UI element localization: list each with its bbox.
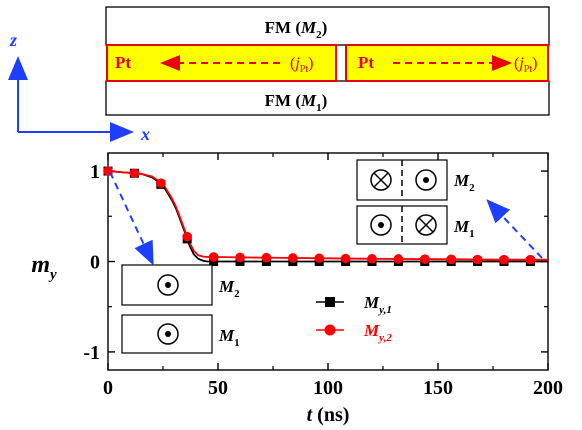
data-point-circle xyxy=(499,254,509,265)
series-markers xyxy=(103,166,536,266)
series-line-1 xyxy=(107,170,548,263)
y-tick-label: 1 xyxy=(90,161,100,183)
x-tick-label: 150 xyxy=(423,377,453,399)
dot-in-icon xyxy=(370,214,392,236)
dot-in-icon xyxy=(157,274,179,296)
cross-out-icon-stroke xyxy=(373,172,389,188)
inset-right-pointer xyxy=(486,199,543,259)
legend-label-my1: My,1 xyxy=(363,293,392,316)
dot-in-icon-center xyxy=(423,177,429,183)
z-axis-label: z xyxy=(9,30,17,50)
inset-left: M2 M1 xyxy=(109,171,240,354)
current-label-right: (jPt) xyxy=(514,55,537,75)
data-point-circle xyxy=(208,252,219,262)
fm-bottom-layer xyxy=(105,80,550,116)
inset-left-pointer xyxy=(109,171,154,266)
inset-right-m1-label: M1 xyxy=(453,217,475,240)
series-lines xyxy=(107,170,548,263)
y-tick-label: 0 xyxy=(90,252,100,274)
data-point-circle xyxy=(525,254,536,265)
dot-in-icon xyxy=(415,169,437,191)
data-point-circle xyxy=(340,253,351,264)
plot-area: 0 50 100 150 200-101 my t (ns) My,1 My,2 xyxy=(31,152,563,426)
dot-in-icon-center xyxy=(165,282,171,288)
layer-schematic: FM (M2) FM (M1) Pt Pt (jPt) (jPt) xyxy=(105,6,550,116)
data-point-circle xyxy=(235,252,245,263)
inset-left-m1-label: M1 xyxy=(218,326,240,349)
data-point-circle xyxy=(288,253,298,263)
data-point-circle xyxy=(129,168,140,179)
tick-labels: 0 50 100 150 200-101 xyxy=(83,161,563,399)
legend-marker-my2 xyxy=(324,324,336,336)
dot-in-icon xyxy=(157,323,179,345)
x-tick-label: 50 xyxy=(208,377,228,399)
legend: My,1 My,2 xyxy=(316,293,392,344)
data-point-circle xyxy=(367,253,377,264)
legend-marker-my1 xyxy=(325,297,335,307)
inset-left-m2-label: M2 xyxy=(218,277,240,300)
y-axis-label: my xyxy=(31,252,57,283)
x-tick-label: 200 xyxy=(533,377,563,399)
cross-out-icon-stroke xyxy=(418,217,434,233)
inset-right: M2 M1 xyxy=(356,159,543,259)
fm-bottom-label: FM (M1) xyxy=(265,91,328,114)
y-tick-label: -1 xyxy=(83,342,100,364)
data-point-circle xyxy=(182,231,192,242)
pt-left-label: Pt xyxy=(115,53,131,72)
pt-left-layer xyxy=(106,44,337,82)
dot-in-icon-center xyxy=(378,222,384,228)
cross-out-icon xyxy=(415,214,437,236)
x-tick-label: 100 xyxy=(313,377,343,399)
x-axis-title: t (ns) xyxy=(307,404,350,426)
pt-right-label: Pt xyxy=(358,53,374,72)
coordinate-axes: z x xyxy=(7,30,150,144)
series-line-2 xyxy=(107,170,548,261)
legend-label-my2: My,2 xyxy=(363,321,392,344)
data-point-circle xyxy=(393,254,404,264)
data-point-circle xyxy=(261,252,272,263)
data-point-circle xyxy=(314,253,325,264)
x-axis-label: x xyxy=(140,124,150,144)
fm-top-layer xyxy=(105,6,550,46)
current-label-left: (jPt) xyxy=(290,55,313,75)
x-tick-label: 0 xyxy=(103,377,113,399)
fm-top-label: FM (M2) xyxy=(265,18,328,41)
dot-in-icon-center xyxy=(165,331,171,337)
cross-out-icon xyxy=(370,169,392,191)
data-point-circle xyxy=(156,178,166,188)
data-point-circle xyxy=(446,254,457,265)
data-point-circle xyxy=(472,254,483,265)
tick-marks xyxy=(107,153,549,370)
data-point-circle xyxy=(420,254,430,264)
inset-right-m2-label: M2 xyxy=(453,171,475,194)
